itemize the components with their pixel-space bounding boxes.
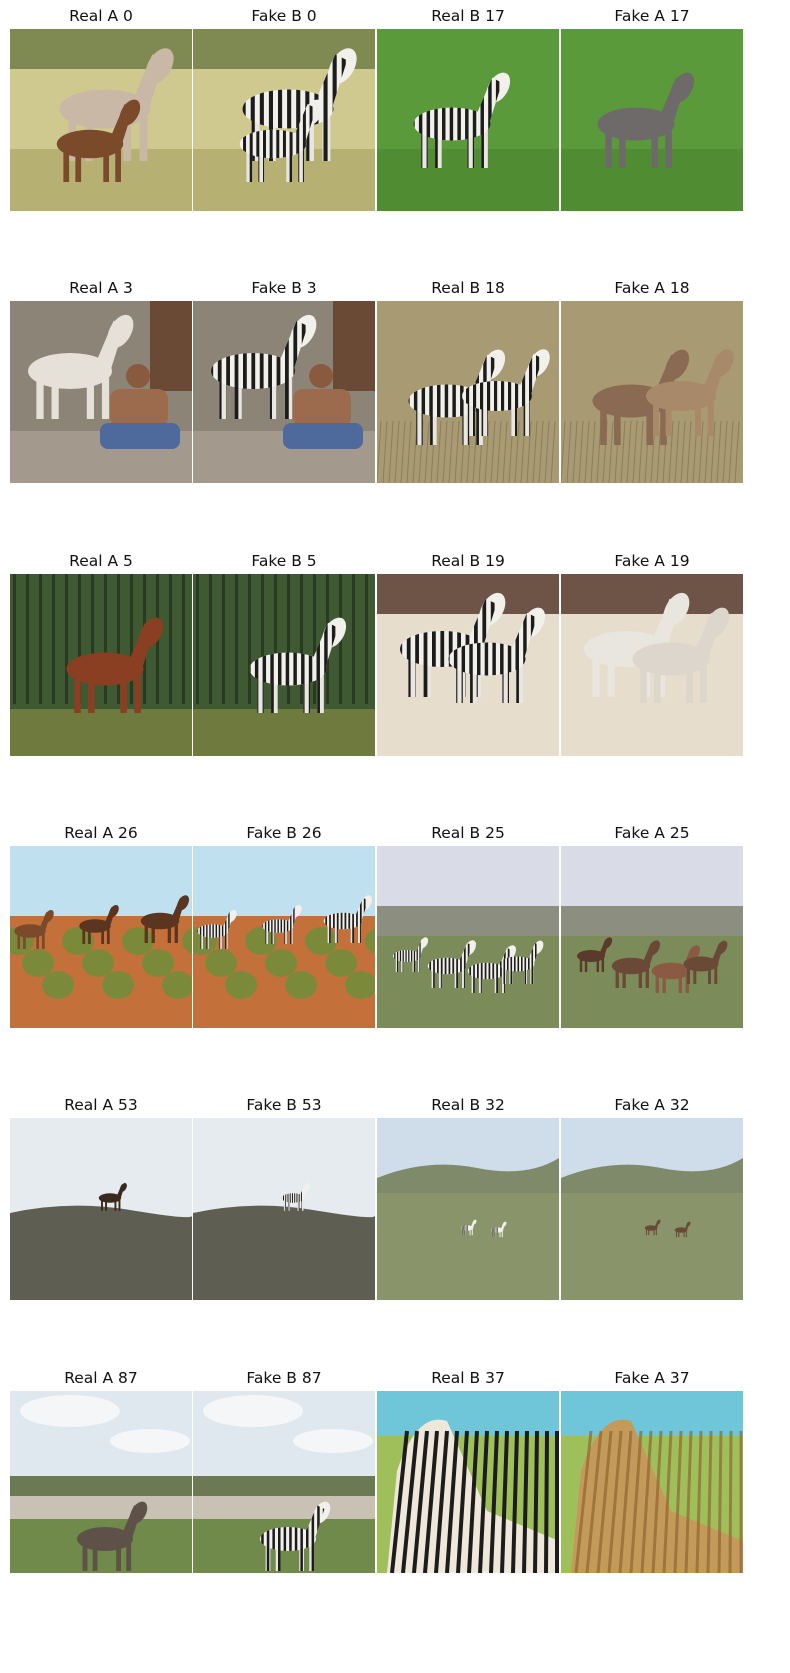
panel-title: Real A 0 [69,7,133,25]
panel-image [377,574,559,756]
panel-title: Fake A 18 [614,279,690,297]
panel-title: Real A 26 [64,824,138,842]
image-panel: Fake B 0 [193,7,375,211]
panel-image [193,1391,375,1573]
panel-image [193,846,375,1028]
panel-title: Fake A 19 [614,552,690,570]
panel-image [10,29,192,211]
panel-image [193,1118,375,1300]
panel-title: Fake A 25 [614,824,690,842]
image-panel: Real A 0 [10,7,192,211]
panel-title: Fake B 53 [246,1096,322,1114]
panel-image [193,29,375,211]
panel-image [193,574,375,756]
panel-image [10,1391,192,1573]
panel-image [377,29,559,211]
panel-title: Fake A 37 [614,1369,690,1387]
image-panel: Fake B 87 [193,1369,375,1573]
image-panel: Real A 5 [10,552,192,756]
panel-title: Real A 5 [69,552,133,570]
image-panel: Real B 32 [377,1096,559,1300]
panel-title: Real B 19 [431,552,505,570]
image-panel: Real B 17 [377,7,559,211]
image-panel: Real A 3 [10,279,192,483]
image-panel: Fake A 17 [561,7,743,211]
panel-title: Real A 3 [69,279,133,297]
panel-title: Fake B 87 [246,1369,322,1387]
panel-image [561,1118,743,1300]
image-panel: Fake B 3 [193,279,375,483]
panel-title: Real A 87 [64,1369,138,1387]
panel-image [561,574,743,756]
image-panel: Fake A 19 [561,552,743,756]
image-panel: Real B 37 [377,1369,559,1573]
panel-image [10,846,192,1028]
panel-title: Fake B 0 [251,7,317,25]
panel-image [10,574,192,756]
panel-title: Real B 37 [431,1369,505,1387]
panel-image [561,301,743,483]
panel-image [10,301,192,483]
panel-title: Fake B 26 [246,824,322,842]
image-panel: Fake B 5 [193,552,375,756]
panel-title: Real B 17 [431,7,505,25]
panel-image [193,301,375,483]
panel-title: Fake A 32 [614,1096,690,1114]
image-panel: Fake A 37 [561,1369,743,1573]
image-panel: Fake A 18 [561,279,743,483]
image-panel: Real B 18 [377,279,559,483]
image-panel: Real B 25 [377,824,559,1028]
panel-image [561,846,743,1028]
panel-title: Fake A 17 [614,7,690,25]
image-panel: Fake A 25 [561,824,743,1028]
image-panel: Fake B 53 [193,1096,375,1300]
panel-title: Real B 18 [431,279,505,297]
image-panel: Real B 19 [377,552,559,756]
panel-image [377,1118,559,1300]
panel-title: Fake B 5 [251,552,317,570]
panel-title: Real B 32 [431,1096,505,1114]
panel-title: Real A 53 [64,1096,138,1114]
image-panel: Fake B 26 [193,824,375,1028]
panel-title: Real B 25 [431,824,505,842]
panel-image [377,846,559,1028]
panel-image [10,1118,192,1300]
image-panel: Fake A 32 [561,1096,743,1300]
image-panel: Real A 87 [10,1369,192,1573]
panel-title: Fake B 3 [251,279,317,297]
panel-image [561,1391,743,1573]
panel-image [561,29,743,211]
image-panel: Real A 26 [10,824,192,1028]
panel-image [377,301,559,483]
panel-image [377,1391,559,1573]
image-panel: Real A 53 [10,1096,192,1300]
